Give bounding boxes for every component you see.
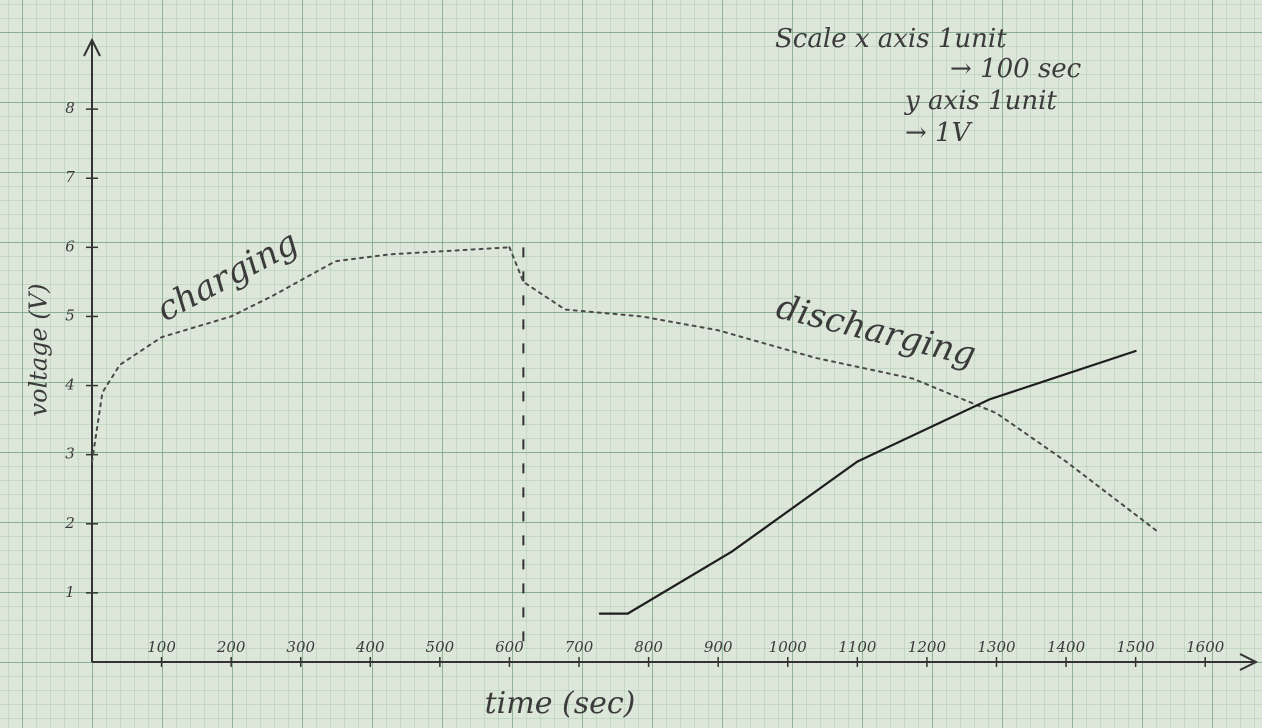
y-tick-label: 7	[65, 168, 75, 186]
x-tick-label: 800	[634, 638, 663, 656]
y-tick-label: 1	[65, 583, 75, 601]
scale-note-line: y axis 1unit	[904, 86, 1057, 116]
x-tick-label: 1500	[1117, 638, 1156, 656]
y-tick-label: 8	[65, 99, 75, 117]
x-tick-label: 1100	[838, 638, 877, 656]
y-axis-label: voltage (V)	[25, 284, 53, 417]
scale-note-line: Scale x axis 1unit	[775, 24, 1007, 54]
x-tick-label: 100	[147, 638, 176, 656]
x-tick-label: 500	[426, 638, 455, 656]
x-tick-label: 700	[565, 638, 594, 656]
y-tick-label: 2	[64, 514, 75, 532]
graph-grid	[0, 0, 1262, 728]
x-tick-label: 1200	[908, 638, 947, 656]
scale-note-line: → 100 sec	[950, 54, 1082, 84]
x-tick-label: 200	[216, 638, 246, 656]
x-tick-label: 300	[286, 638, 315, 656]
scale-note-line: → 1V	[905, 118, 973, 148]
y-tick-label: 3	[65, 445, 75, 463]
x-tick-label: 900	[704, 638, 733, 656]
y-tick-label: 5	[65, 306, 75, 324]
x-tick-label: 1300	[977, 638, 1016, 656]
y-tick-label: 6	[65, 237, 75, 255]
x-tick-label: 400	[355, 638, 385, 656]
x-tick-label: 600	[495, 638, 524, 656]
page: time (sec) voltage (V) Scale x axis 1uni…	[0, 0, 1262, 728]
x-tick-label: 1400	[1047, 638, 1086, 656]
x-tick-label: 1600	[1186, 638, 1225, 656]
y-tick-label: 4	[64, 376, 75, 394]
x-axis-label: time (sec)	[485, 686, 636, 721]
chart: time (sec) voltage (V) Scale x axis 1uni…	[0, 0, 1262, 728]
x-tick-label: 1000	[769, 638, 808, 656]
